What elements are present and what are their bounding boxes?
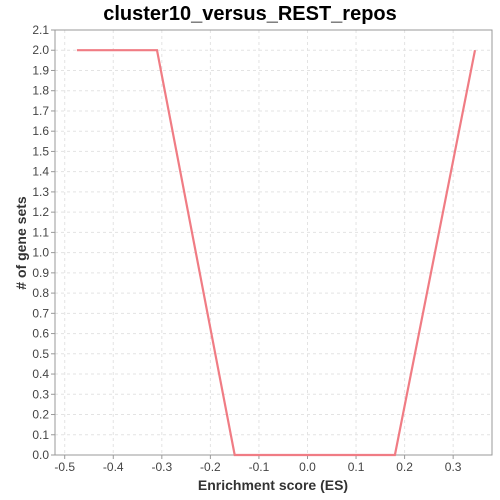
y-tick-label: 0.6: [32, 327, 49, 341]
y-tick-label: 0.9: [32, 266, 49, 280]
y-tick-label: 1.7: [32, 104, 49, 118]
y-tick-label: 1.5: [32, 144, 49, 158]
y-tick-label: 1.6: [32, 124, 49, 138]
x-axis-title: Enrichment score (ES): [198, 477, 348, 493]
y-tick-label: 1.9: [32, 63, 49, 77]
x-tick-label: 0.0: [299, 460, 316, 474]
tick-labels: 0.0 0.1 0.2 0.3 0.4 0.5 0.6 0.7 0.8 0.9 1.0 1.1 1.2 1…: [32, 23, 462, 474]
x-tick-label: -0.2: [200, 460, 221, 474]
y-tick-label: 0.5: [32, 347, 49, 361]
plot-frame: [54, 29, 493, 456]
series-line: [76, 49, 477, 457]
x-tick-label: 0.3: [445, 460, 462, 474]
y-tick-label: 1.3: [32, 185, 49, 199]
x-tick-label: 0.1: [348, 460, 365, 474]
y-tick-label: 1.8: [32, 84, 49, 98]
x-tick-label: -0.3: [151, 460, 172, 474]
y-tick-label: 1.1: [32, 225, 49, 239]
y-tick-label: 0.4: [32, 367, 49, 381]
y-tick-label: 0.7: [32, 306, 49, 320]
x-tick-label: -0.4: [103, 460, 124, 474]
y-tick-label: 0.8: [32, 286, 49, 300]
grid: [55, 29, 492, 456]
x-tick-label: -0.5: [54, 460, 75, 474]
y-tick-label: 1.4: [32, 165, 49, 179]
y-tick-label: 0.0: [32, 448, 49, 462]
series-layer: [76, 49, 477, 457]
y-tick-label: 0.3: [32, 387, 49, 401]
chart-title: cluster10_versus_REST_repos: [103, 3, 397, 25]
y-tick-label: 2.0: [32, 43, 49, 57]
y-tick-label: 1.2: [32, 205, 49, 219]
y-tick-label: 0.2: [32, 408, 49, 422]
y-tick-label: 1.0: [32, 246, 49, 260]
y-tick-label: 0.1: [32, 428, 49, 442]
y-tick-label: 2.1: [32, 23, 49, 37]
x-tick-label: -0.1: [249, 460, 270, 474]
x-tick-label: 0.2: [396, 460, 413, 474]
y-axis-title: # of gene sets: [13, 196, 29, 290]
